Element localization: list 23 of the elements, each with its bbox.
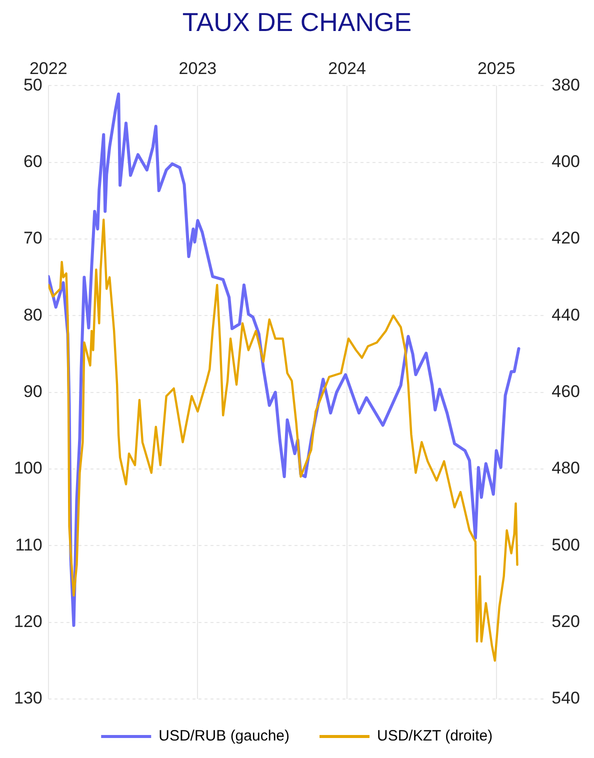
y2-tick-label: 540 xyxy=(552,688,580,708)
y2-tick-label: 520 xyxy=(552,612,580,632)
x-tick-label: 2023 xyxy=(178,59,217,78)
y-tick-label: 120 xyxy=(14,612,42,632)
y2-tick-label: 460 xyxy=(552,382,580,401)
legend-label: USD/RUB (gauche) xyxy=(158,728,290,745)
y2-tick-label: 440 xyxy=(552,305,580,324)
y2-tick-label: 380 xyxy=(552,75,580,94)
legend-label: USD/KZT (droite) xyxy=(377,728,493,745)
y2-tick-label: 500 xyxy=(552,535,580,554)
y-tick-label: 100 xyxy=(14,458,42,478)
y-tick-label: 60 xyxy=(23,152,42,171)
chart-title: TAUX DE CHANGE xyxy=(182,6,412,37)
y-tick-label: 130 xyxy=(14,688,42,708)
y-tick-label: 80 xyxy=(23,305,42,324)
y2-tick-label: 400 xyxy=(552,152,580,171)
y-tick-label: 70 xyxy=(23,228,42,248)
y2-tick-label: 480 xyxy=(552,458,580,478)
x-tick-label: 2024 xyxy=(328,59,366,78)
y-tick-label: 110 xyxy=(15,535,42,554)
x-tick-label: 2025 xyxy=(477,59,516,78)
y-tick-label: 90 xyxy=(23,382,42,401)
y2-tick-label: 420 xyxy=(552,228,580,248)
